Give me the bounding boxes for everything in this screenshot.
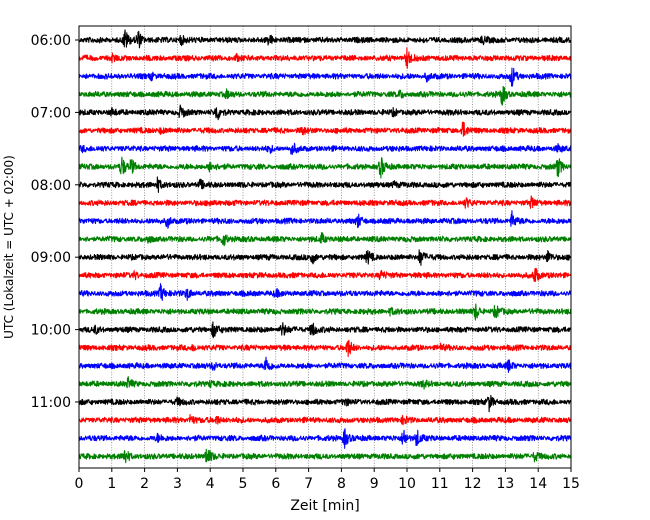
trace-row-0 — [78, 29, 572, 49]
y-tick-label-3: 09:00 — [31, 250, 71, 266]
x-tick-label-13: 13 — [496, 476, 514, 492]
y-tick-label-0: 06:00 — [31, 33, 71, 49]
x-axis: 0 1 2 3 4 5 6 7 8 9 10 11 12 13 14 15 — [75, 468, 580, 492]
trace-row-5 — [78, 121, 572, 137]
trace-row-14 — [78, 283, 572, 301]
trace-row-11 — [78, 232, 572, 247]
trace-row-10 — [78, 210, 572, 229]
trace-row-12 — [78, 249, 572, 266]
x-tick-label-8: 8 — [337, 476, 346, 492]
x-tick-label-4: 4 — [206, 476, 215, 492]
x-axis-title: Zeit [min] — [290, 498, 359, 514]
x-tick-label-6: 6 — [271, 476, 280, 492]
trace-row-4 — [78, 104, 572, 121]
y-tick-label-5: 11:00 — [31, 395, 71, 411]
x-tick-label-14: 14 — [529, 476, 547, 492]
y-tick-label-2: 08:00 — [31, 178, 71, 194]
trace-row-18 — [78, 356, 572, 373]
trace-row-20 — [78, 394, 572, 413]
y-axis: 06:00 07:00 08:00 09:00 10:00 11:00 — [31, 33, 79, 411]
trace-row-1 — [78, 47, 572, 70]
x-tick-label-3: 3 — [173, 476, 182, 492]
seismogram-traces — [78, 29, 572, 464]
x-tick-label-9: 9 — [370, 476, 379, 492]
trace-row-7 — [78, 156, 572, 179]
trace-row-6 — [78, 142, 572, 156]
trace-row-9 — [78, 195, 572, 209]
x-tick-label-11: 11 — [431, 476, 449, 492]
y-axis-title: UTC (Lokalzeit = UTC + 02:00) — [2, 155, 16, 339]
y-tick-label-4: 10:00 — [31, 323, 71, 339]
trace-row-21 — [78, 413, 572, 426]
trace-row-15 — [78, 303, 572, 321]
x-tick-label-7: 7 — [304, 476, 313, 492]
trace-row-16 — [78, 321, 572, 339]
x-tick-label-5: 5 — [239, 476, 248, 492]
trace-row-8 — [78, 176, 572, 193]
x-tick-label-0: 0 — [75, 476, 84, 492]
plot-frame — [78, 25, 572, 469]
trace-row-23 — [78, 448, 572, 464]
trace-row-22 — [78, 428, 572, 449]
trace-row-19 — [78, 376, 572, 390]
x-tick-label-2: 2 — [140, 476, 149, 492]
trace-row-13 — [78, 267, 572, 282]
y-tick-label-1: 07:00 — [31, 105, 71, 121]
x-tick-label-15: 15 — [562, 476, 580, 492]
trace-row-17 — [78, 339, 572, 358]
trace-row-2 — [78, 67, 572, 87]
x-tick-label-12: 12 — [464, 476, 482, 492]
x-tick-label-10: 10 — [398, 476, 416, 492]
trace-row-3 — [78, 85, 572, 106]
vertical-grid — [111, 26, 539, 468]
x-tick-label-1: 1 — [107, 476, 116, 492]
